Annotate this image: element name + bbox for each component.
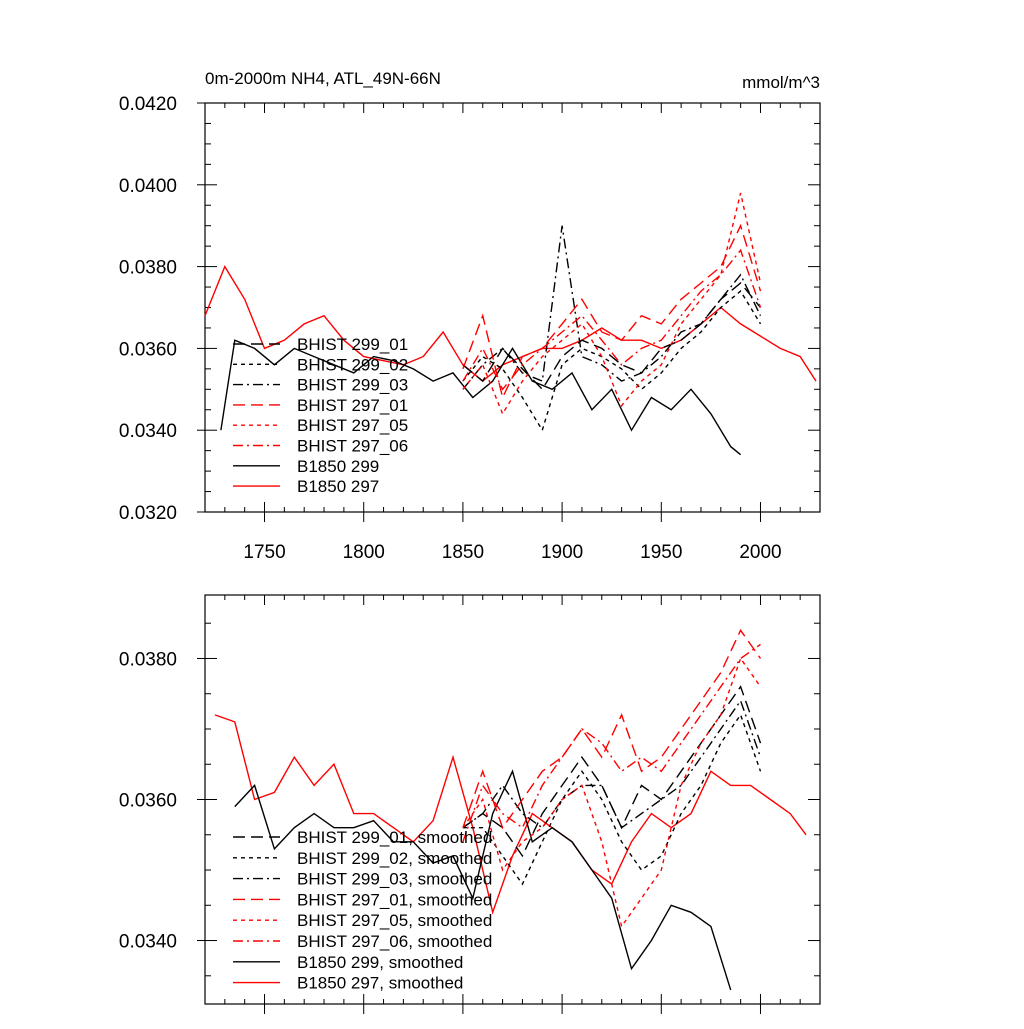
bottom-panel-series xyxy=(214,628,807,991)
y-tick-label: 0.0340 xyxy=(119,421,177,442)
series-line-b1850-297 xyxy=(204,265,817,383)
series-line-bhist-299-01 xyxy=(462,282,762,391)
legend-label: B1850 299 xyxy=(297,457,379,476)
y-tick-label: 0.0360 xyxy=(119,339,177,360)
top-panel-title: 0m-2000m NH4, ATL_49N-66N xyxy=(205,69,441,88)
legend-label: BHIST 299_01 xyxy=(297,335,408,354)
series-line-bhist-297-01 xyxy=(462,223,762,400)
series-line-bhist-297-01-smoothed xyxy=(462,628,762,830)
legend-label: BHIST 297_05 xyxy=(297,416,408,435)
series-line-bhist-299-01-smoothed xyxy=(462,685,762,858)
series-line-b1850-299-smoothed xyxy=(234,769,732,991)
series-line-b1850-297-smoothed xyxy=(214,714,807,915)
y-tick-label: 0.0360 xyxy=(119,791,177,812)
series-line-b1850-299 xyxy=(220,339,742,456)
x-tick-label: 1750 xyxy=(243,542,285,563)
series-line-bhist-297-05-smoothed xyxy=(462,656,762,929)
bottom-panel-legend: BHIST 299_01, smoothed BHIST 299_02, smoo… xyxy=(233,828,492,993)
series-line-bhist-299-02 xyxy=(462,290,762,432)
x-tick-label: 2000 xyxy=(739,542,781,563)
units-label: mmol/m^3 xyxy=(742,73,820,92)
legend-label: B1850 297 xyxy=(297,477,379,496)
top-panel-series xyxy=(204,192,817,456)
legend-label: BHIST 299_03 xyxy=(297,376,408,395)
legend-label: BHIST 297_06, smoothed xyxy=(297,932,492,951)
legend-label: B1850 299, smoothed xyxy=(297,953,463,972)
x-tick-label: 1800 xyxy=(343,542,385,563)
legend-label: BHIST 299_03, smoothed xyxy=(297,870,492,889)
legend-label: BHIST 297_01 xyxy=(297,396,408,415)
x-tick-label: 1950 xyxy=(640,542,682,563)
series-line-bhist-299-03 xyxy=(462,225,762,390)
x-tick-label: 1850 xyxy=(442,542,484,563)
y-tick-label: 0.0340 xyxy=(119,932,177,953)
y-tick-label: 0.0420 xyxy=(119,94,177,115)
y-tick-label: 0.0400 xyxy=(119,176,177,197)
series-line-bhist-297-05 xyxy=(462,192,762,416)
x-tick-label: 1900 xyxy=(541,542,583,563)
bottom-panel-axes: 0.0340 0.0360 0.0380 xyxy=(119,595,820,1014)
legend-label: B1850 297, smoothed xyxy=(297,974,463,993)
y-tick-label: 0.0380 xyxy=(119,649,177,670)
legend-label: BHIST 297_01, smoothed xyxy=(297,890,492,909)
top-panel-axes: 1750 1800 1850 1900 1950 2000 0.0320 0.0340 0.03… xyxy=(119,94,820,563)
series-line-bhist-299-03-smoothed xyxy=(462,699,762,829)
legend-label: BHIST 297_05, smoothed xyxy=(297,911,492,930)
y-tick-label: 0.0320 xyxy=(119,503,177,524)
legend-label: BHIST 299_01, smoothed xyxy=(297,828,492,847)
y-tick-label: 0.0380 xyxy=(119,258,177,279)
series-line-bhist-299-02-smoothed xyxy=(462,713,762,886)
legend-label: BHIST 299_02 xyxy=(297,355,408,374)
series-line-bhist-297-06-smoothed xyxy=(462,643,761,843)
legend-label: BHIST 299_02, smoothed xyxy=(297,849,492,868)
legend-label: BHIST 297_06 xyxy=(297,437,408,456)
